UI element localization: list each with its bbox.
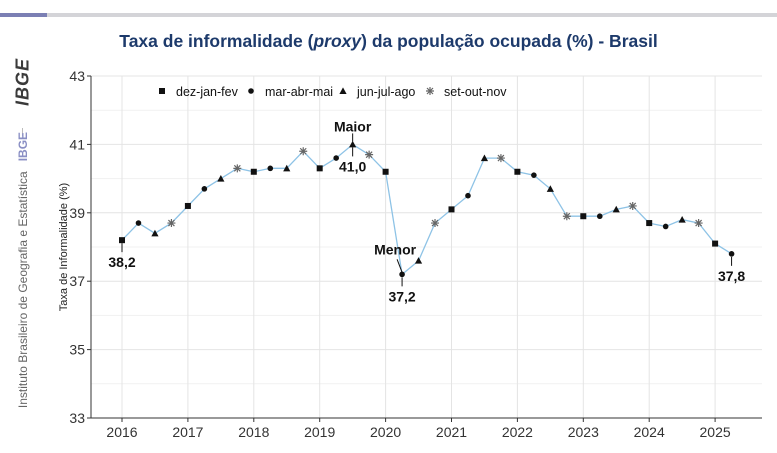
legend-label: mar-abr-mai xyxy=(265,85,333,99)
data-point xyxy=(283,164,291,172)
x-tick-label: 2024 xyxy=(634,424,665,440)
data-point xyxy=(646,220,653,227)
title-prefix: Taxa de informalidade ( xyxy=(119,31,314,51)
data-point xyxy=(580,213,587,220)
annotation-label: 38,2 xyxy=(108,254,135,270)
x-tick-label: 2019 xyxy=(304,424,335,440)
x-tick-label: 2018 xyxy=(238,424,269,440)
series-line xyxy=(121,143,732,276)
data-point xyxy=(612,205,620,213)
data-point xyxy=(250,168,257,175)
x-tick-label: 2025 xyxy=(700,424,731,440)
data-point xyxy=(562,212,571,221)
data-point xyxy=(201,186,208,192)
data-point xyxy=(119,237,125,244)
data-point xyxy=(365,150,374,159)
sidebar-separator xyxy=(22,128,23,136)
data-point xyxy=(349,140,357,148)
legend-label: dez-jan-fev xyxy=(176,85,239,99)
title-suffix: ) da população ocupada (%) - Brasil xyxy=(361,31,658,51)
data-point xyxy=(662,223,669,230)
data-point xyxy=(678,216,686,223)
data-point xyxy=(465,192,471,199)
annotation-label: 37,2 xyxy=(388,288,415,304)
data-point xyxy=(151,229,159,237)
x-tick-label: 2016 xyxy=(106,424,137,440)
annotation-label: Maior xyxy=(334,118,372,134)
data-point xyxy=(167,219,176,228)
legend-label: jun-jul-ago xyxy=(356,85,415,99)
legend-marker xyxy=(248,88,254,94)
data-point xyxy=(431,219,440,228)
y-tick-label: 39 xyxy=(69,205,85,221)
data-point xyxy=(448,206,455,213)
data-point xyxy=(233,164,242,173)
data-point xyxy=(628,201,637,210)
legend-marker xyxy=(339,87,347,94)
legend-marker xyxy=(159,88,165,94)
data-point xyxy=(531,172,537,178)
y-tick-label: 33 xyxy=(69,410,85,426)
x-tick-label: 2022 xyxy=(502,424,533,440)
x-tick-label: 2023 xyxy=(568,424,599,440)
data-point xyxy=(596,213,603,220)
data-point xyxy=(217,175,225,182)
top-bar xyxy=(0,13,777,17)
data-point xyxy=(382,168,389,175)
data-point xyxy=(414,257,423,264)
data-point xyxy=(694,219,703,228)
data-point xyxy=(728,251,735,257)
y-tick-label: 35 xyxy=(69,342,85,358)
chart-title: Taxa de informalidade (proxy) da populaç… xyxy=(0,31,777,52)
title-italic: proxy xyxy=(313,31,362,51)
annotation-label: 37,8 xyxy=(718,268,745,284)
data-point xyxy=(399,271,405,278)
data-point xyxy=(333,155,339,161)
legend-label: set-out-nov xyxy=(444,85,507,99)
y-tick-label: 43 xyxy=(69,68,85,84)
x-tick-label: 2021 xyxy=(436,424,467,440)
data-point xyxy=(267,165,274,172)
y-tick-label: 41 xyxy=(69,136,85,152)
data-point xyxy=(299,147,308,156)
y-axis-label: Taxa de Informalidade (%) xyxy=(58,183,70,311)
top-bar-accent xyxy=(0,13,47,17)
legend-marker xyxy=(426,87,434,95)
data-point xyxy=(514,168,521,175)
annotation-label: 41,0 xyxy=(339,158,366,174)
y-tick-label: 37 xyxy=(69,273,85,289)
data-point xyxy=(546,185,554,192)
x-tick-label: 2017 xyxy=(172,424,203,440)
annotation-leader xyxy=(396,259,403,273)
data-point xyxy=(496,154,505,163)
x-tick-label: 2020 xyxy=(370,424,401,440)
data-point xyxy=(316,165,323,172)
data-point xyxy=(712,240,719,247)
data-point xyxy=(184,202,191,209)
data-point xyxy=(480,154,489,162)
data-point xyxy=(135,220,142,226)
annotation-label: Menor xyxy=(374,241,417,257)
